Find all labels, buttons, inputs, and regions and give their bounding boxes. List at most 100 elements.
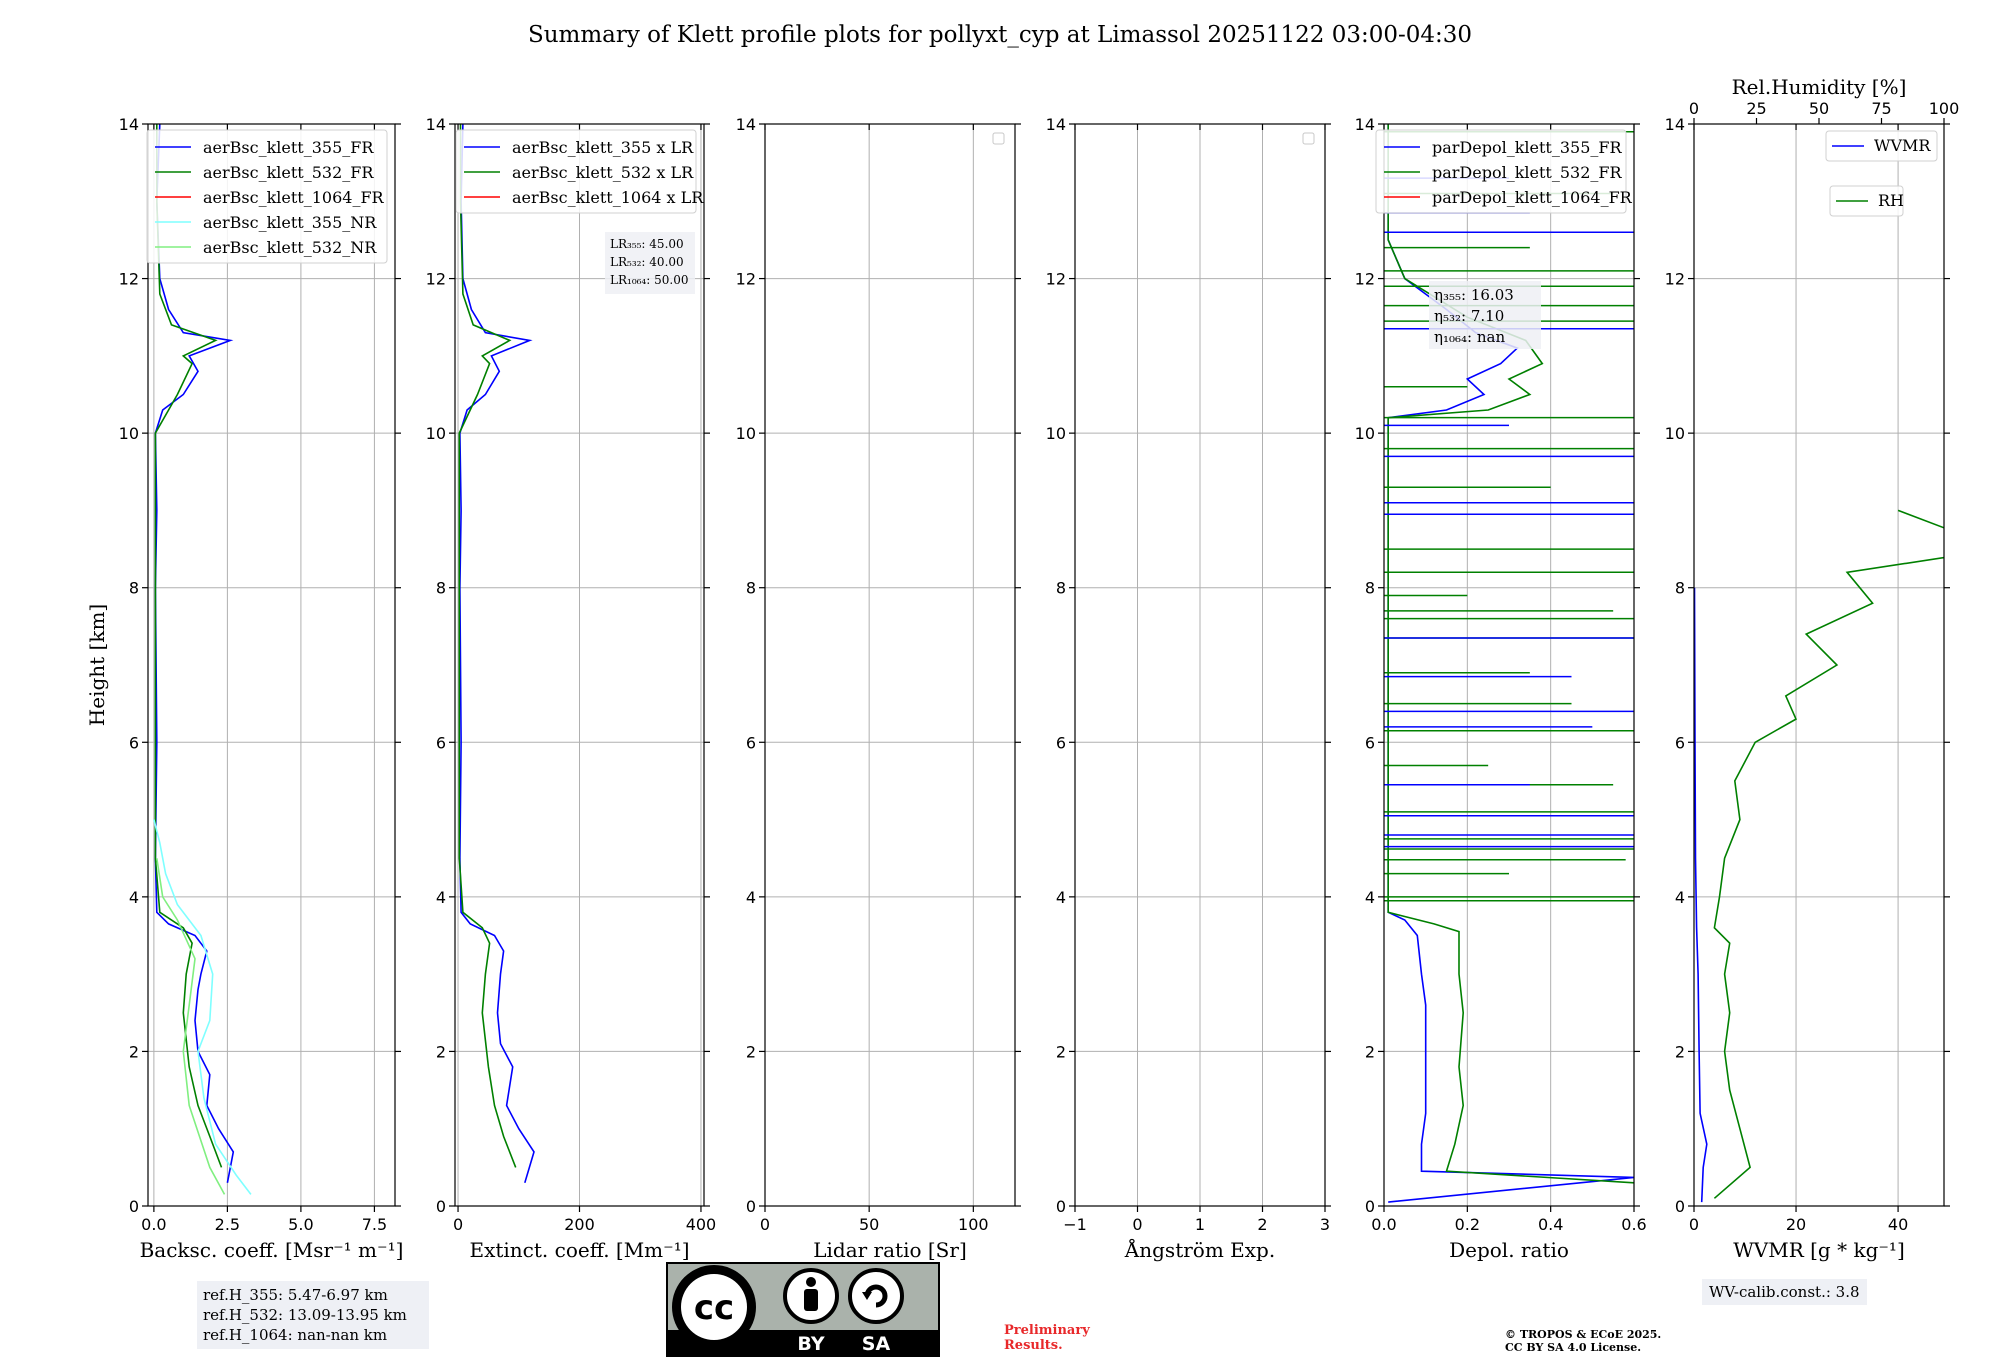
series-line-aerBsc_klett_532 x LR (458, 124, 517, 1168)
annotation-line-dep: η₅₃₂: 7.10 (1434, 307, 1504, 325)
y-tick-label: 2 (746, 1042, 756, 1061)
legend-label-parDepol_klett_355_FR: parDepol_klett_355_FR (1432, 138, 1623, 157)
series-group-ext (458, 124, 535, 1184)
y-tick-label: 8 (1365, 579, 1375, 598)
series-line-WVMR (1694, 587, 1708, 1203)
top-x-tick-label: 0 (1689, 99, 1699, 118)
page-title: Summary of Klett profile plots for polly… (527, 22, 1473, 48)
x-axis-label-wv: WVMR [g * kg⁻¹] (1733, 1238, 1905, 1262)
series-line-aerBsc_klett_355_FR (154, 124, 235, 1183)
y-tick-label: 6 (1675, 733, 1685, 752)
ref-height-532: ref.H_532: 13.09-13.95 km (203, 1306, 407, 1324)
copyright-note: © TROPOS & ECoE 2025. CC BY SA 4.0 Licen… (1505, 1328, 1661, 1354)
x-tick-label: 1 (1195, 1215, 1205, 1234)
y-tick-label: 10 (426, 424, 446, 443)
sa-icon (848, 1268, 904, 1324)
x-axis-label-dep: Depol. ratio (1449, 1238, 1569, 1262)
ref-height-355: ref.H_355: 5.47-6.97 km (203, 1286, 388, 1304)
y-tick-label: 10 (736, 424, 756, 443)
y-tick-label: 14 (736, 115, 756, 134)
legend-box-bsc (146, 129, 388, 264)
x-tick-label: 7.5 (362, 1215, 387, 1234)
x-tick-label: 2 (1257, 1215, 1267, 1234)
series-line-aerBsc_klett_532_NR (156, 858, 226, 1195)
y-tick-label: 0 (436, 1197, 446, 1216)
axes-frame-wv (1693, 123, 1945, 1207)
y-tick-label: 2 (1365, 1042, 1375, 1061)
legend-box-WVMR (1825, 130, 1938, 162)
y-tick-label: 10 (1046, 424, 1066, 443)
subplot-ext (449, 123, 710, 1212)
annotation-line-dep: η₁₀₆₄: nan (1434, 328, 1505, 346)
axes-frame-dep (1383, 123, 1635, 1207)
top-x-tick-label: 75 (1871, 99, 1891, 118)
legend-box-dep (1375, 129, 1627, 214)
y-tick-label: 6 (1365, 733, 1375, 752)
legend-label-aerBsc_klett_532_FR: aerBsc_klett_532_FR (203, 163, 374, 182)
x-axis-label-lr: Lidar ratio [Sr] (813, 1238, 967, 1262)
ref-height-1064: ref.H_1064: nan-nan km (203, 1326, 388, 1344)
annotation-box-ext (605, 232, 695, 294)
y-tick-label: 4 (1056, 888, 1066, 907)
preliminary-note: Preliminary Results. (1004, 1323, 1090, 1353)
y-tick-label: 4 (1675, 888, 1685, 907)
y-tick-label: 8 (1675, 579, 1685, 598)
y-tick-label: 14 (1046, 115, 1066, 134)
cc-circle-inner (681, 1274, 747, 1340)
copyright-line-2: CC BY SA 4.0 License. (1505, 1341, 1642, 1354)
x-tick-label: 2.5 (215, 1215, 240, 1234)
y-tick-label: 10 (1355, 424, 1375, 443)
y-tick-label: 8 (129, 579, 139, 598)
x-tick-label: −1 (1063, 1215, 1087, 1234)
y-axis-label: Height [km] (85, 604, 109, 726)
x-tick-label: 0.0 (141, 1215, 166, 1234)
y-tick-label: 12 (119, 270, 139, 289)
y-tick-label: 8 (436, 579, 446, 598)
legend-label-aerBsc_klett_532 x LR: aerBsc_klett_532 x LR (512, 163, 694, 182)
annotation-line-ext: LR₅₃₂: 40.00 (610, 255, 684, 269)
top-x-tick-label: 25 (1746, 99, 1766, 118)
y-tick-label: 2 (129, 1042, 139, 1061)
series-group-bsc (153, 124, 252, 1195)
subplot-ae (1069, 123, 1331, 1212)
y-tick-label: 14 (1665, 115, 1685, 134)
y-tick-label: 8 (1056, 579, 1066, 598)
legend-label-aerBsc_klett_355 x LR: aerBsc_klett_355 x LR (512, 138, 694, 157)
y-tick-label: 0 (1365, 1197, 1375, 1216)
by-icon-head (806, 1277, 816, 1287)
x-axis-label-ae: Ångström Exp. (1124, 1237, 1275, 1262)
top-x-tick-label: 50 (1809, 99, 1829, 118)
legend-label-aerBsc_klett_532_NR: aerBsc_klett_532_NR (203, 238, 377, 257)
reference-heights-box: ref.H_355: 5.47-6.97 km ref.H_532: 13.09… (197, 1281, 429, 1349)
empty-legend-ae (1302, 132, 1315, 145)
legend-label-aerBsc_klett_1064 x LR: aerBsc_klett_1064 x LR (512, 188, 704, 207)
y-tick-label: 6 (746, 733, 756, 752)
y-tick-label: 6 (436, 733, 446, 752)
y-tick-label: 8 (746, 579, 756, 598)
y-tick-label: 6 (129, 733, 139, 752)
axes-frame-bsc (147, 123, 396, 1207)
sa-icon-arrow (864, 1284, 888, 1308)
x-tick-label: 400 (686, 1215, 717, 1234)
x-tick-label: 0.0 (1371, 1215, 1396, 1234)
by-icon-body (804, 1289, 818, 1311)
y-tick-label: 6 (1056, 733, 1066, 752)
x-axis-label-bsc: Backsc. coeff. [Msr⁻¹ m⁻¹] (140, 1238, 404, 1262)
x-tick-label: 20 (1786, 1215, 1806, 1234)
y-tick-label: 0 (1056, 1197, 1066, 1216)
x-tick-label: 0 (1132, 1215, 1142, 1234)
y-tick-label: 12 (1046, 270, 1066, 289)
subplot-lr (759, 123, 1021, 1212)
y-tick-label: 12 (1665, 270, 1685, 289)
series-line-aerBsc_klett_532_FR (154, 124, 223, 1168)
preliminary-line-2: Results. (1004, 1338, 1063, 1353)
y-tick-label: 10 (119, 424, 139, 443)
y-tick-label: 2 (436, 1042, 446, 1061)
y-tick-label: 12 (736, 270, 756, 289)
x-axis-label-ext: Extinct. coeff. [Mm⁻¹] (469, 1238, 689, 1262)
series-line-aerBsc_klett_355 x LR (459, 124, 535, 1184)
subplot-wv (1688, 118, 1950, 1212)
y-tick-label: 4 (129, 888, 139, 907)
y-tick-label: 14 (119, 115, 139, 134)
